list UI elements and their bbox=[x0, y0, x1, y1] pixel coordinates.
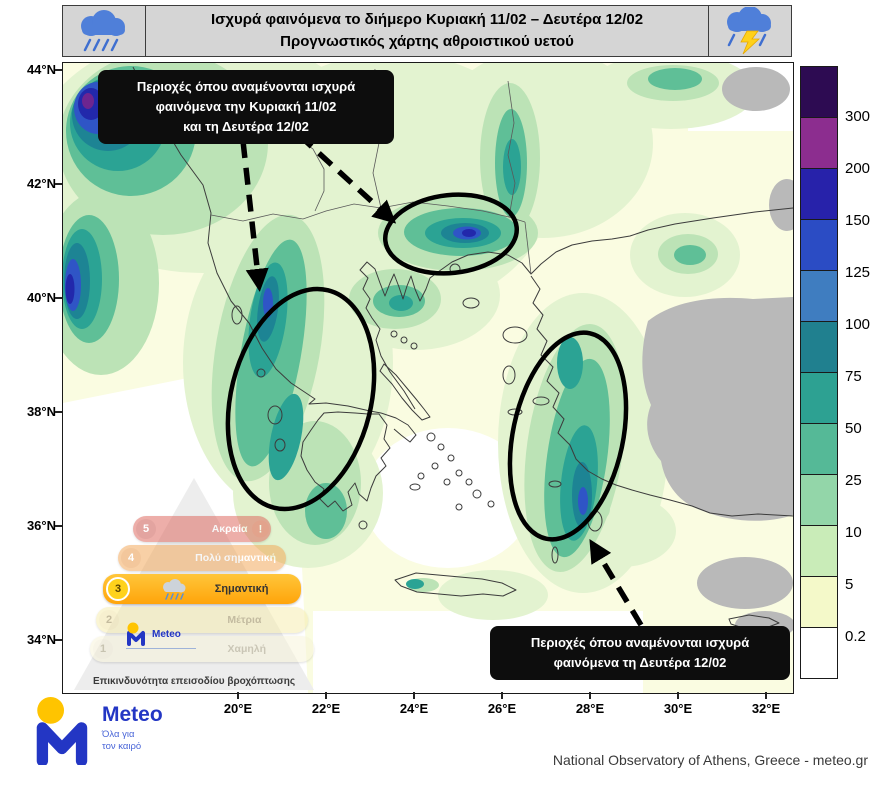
colorbar-label: 0.2 bbox=[845, 628, 866, 645]
lon-label: 20°E bbox=[223, 701, 253, 716]
rain-cloud-icon bbox=[81, 10, 125, 52]
risk-level-label: Ακραία bbox=[211, 523, 248, 535]
annotation-line: και τη Δευτέρα 12/02 bbox=[183, 119, 309, 135]
risk-pyramid-caption: Επικινδυνότητα επεισοδίου βροχόπτωσης bbox=[92, 676, 296, 687]
risk-level-1: 1 Χαμηλή bbox=[90, 636, 314, 662]
lon-label: 24°E bbox=[399, 701, 429, 716]
colorbar-block bbox=[800, 474, 838, 526]
credit-text: National Observatory of Athens, Greece -… bbox=[552, 752, 868, 768]
colorbar-label: 150 bbox=[845, 212, 871, 229]
exclamation-badge-icon: ! bbox=[252, 520, 269, 538]
annotation-box-monday: Περιοχές όπου αναμένονται ισχυρά φαινόμε… bbox=[490, 626, 790, 681]
lat-tick bbox=[55, 525, 62, 527]
risk-level-label: Χαμηλή bbox=[227, 643, 267, 655]
map-title: Ισχυρά φαινόμενα το διήμερο Κυριακή 11/0… bbox=[145, 5, 709, 57]
lat-label: 38°N bbox=[26, 404, 56, 419]
rain-cloud-icon bbox=[159, 578, 189, 605]
lat-label: 40°N bbox=[26, 290, 56, 305]
risk-level-label: Σημαντική bbox=[214, 583, 269, 595]
colorbar-block bbox=[800, 576, 838, 628]
meteo-logo-text: Meteo Όλα για τον καιρό bbox=[102, 704, 163, 753]
meteo-logo-icon bbox=[127, 622, 145, 646]
colorbar-block bbox=[800, 423, 838, 475]
lat-label: 44°N bbox=[26, 62, 56, 77]
risk-level-label: Μέτρια bbox=[227, 614, 262, 626]
brand-tagline-1: Όλα για bbox=[102, 729, 135, 740]
precipitation-colorbar bbox=[800, 66, 838, 690]
lon-tick bbox=[325, 692, 327, 699]
brand-tagline-2: τον καιρό bbox=[102, 740, 142, 752]
risk-level-5: 5 Ακραία ! bbox=[133, 516, 271, 542]
lat-tick bbox=[55, 297, 62, 299]
risk-level-number: 1 bbox=[93, 639, 113, 659]
colorbar-block bbox=[800, 627, 838, 679]
mini-logo-name: Meteo bbox=[152, 628, 181, 640]
colorbar-block bbox=[800, 219, 838, 271]
colorbar-block bbox=[800, 66, 838, 118]
lat-tick bbox=[55, 639, 62, 641]
annotation-line: Περιοχές όπου αναμένονται ισχυρά bbox=[136, 79, 356, 94]
lon-label: 32°E bbox=[751, 701, 781, 716]
annotation-line: φαινόμενα τη Δευτέρα 12/02 bbox=[553, 655, 727, 671]
colorbar-label: 25 bbox=[845, 472, 862, 489]
colorbar-block bbox=[800, 372, 838, 424]
lat-tick bbox=[55, 183, 62, 185]
risk-level-3-active: 3 Σημαντική bbox=[103, 574, 301, 604]
colorbar-block bbox=[800, 270, 838, 322]
colorbar-label: 50 bbox=[845, 420, 862, 437]
colorbar-label: 10 bbox=[845, 524, 862, 541]
mini-logo-subtext-line bbox=[126, 648, 196, 649]
title-line-2: Προγνωστικός χάρτης αθροιστικού υετού bbox=[280, 33, 574, 50]
risk-level-number: 5 bbox=[136, 519, 156, 539]
rainfall-risk-pyramid: 5 Ακραία ! 4 Πολύ σημαντική 3 Σημαντική bbox=[74, 478, 314, 690]
lon-tick bbox=[237, 692, 239, 699]
risk-level-number: 4 bbox=[121, 548, 141, 568]
annotation-line: φαινόμενα την Κυριακή 11/02 bbox=[155, 99, 337, 115]
colorbar-label: 5 bbox=[845, 576, 854, 593]
lat-label: 34°N bbox=[26, 632, 56, 647]
lon-tick bbox=[589, 692, 591, 699]
colorbar-label: 75 bbox=[845, 368, 862, 385]
lon-tick bbox=[413, 692, 415, 699]
colorbar-label: 300 bbox=[845, 108, 871, 125]
colorbar-block bbox=[800, 117, 838, 169]
meteo-mini-logo: Meteo bbox=[126, 622, 218, 649]
lon-tick bbox=[765, 692, 767, 699]
storm-rain-cloud-icon bbox=[727, 7, 771, 55]
colorbar-label: 125 bbox=[845, 264, 871, 281]
colorbar-block bbox=[800, 525, 838, 577]
risk-level-label: Πολύ σημαντική bbox=[195, 552, 277, 564]
lon-tick bbox=[501, 692, 503, 699]
header-left-icon-box bbox=[62, 5, 146, 57]
meteo-logo-icon bbox=[36, 697, 88, 765]
colorbar-block bbox=[800, 168, 838, 220]
colorbar-block bbox=[800, 321, 838, 373]
lat-tick bbox=[55, 69, 62, 71]
title-line-1: Ισχυρά φαινόμενα το διήμερο Κυριακή 11/0… bbox=[210, 11, 644, 29]
lon-label: 28°E bbox=[575, 701, 605, 716]
colorbar-label: 200 bbox=[845, 160, 871, 177]
risk-level-number: 2 bbox=[99, 610, 119, 630]
header-right-icon-box bbox=[708, 5, 792, 57]
lat-tick bbox=[55, 411, 62, 413]
annotation-box-sunday-monday: Περιοχές όπου αναμένονται ισχυρά φαινόμε… bbox=[98, 70, 394, 145]
colorbar-label: 100 bbox=[845, 316, 871, 333]
lon-label: 30°E bbox=[663, 701, 693, 716]
lon-tick bbox=[677, 692, 679, 699]
lat-label: 36°N bbox=[26, 518, 56, 533]
lon-label: 22°E bbox=[311, 701, 341, 716]
risk-level-4: 4 Πολύ σημαντική bbox=[118, 545, 286, 571]
risk-level-number: 3 bbox=[106, 577, 130, 601]
precip-purple-layer bbox=[82, 93, 94, 109]
brand-name: Meteo bbox=[102, 703, 163, 726]
lat-label: 42°N bbox=[26, 176, 56, 191]
lon-label: 26°E bbox=[487, 701, 517, 716]
annotation-line: Περιοχές όπου αναμένονται ισχυρά bbox=[530, 635, 750, 650]
